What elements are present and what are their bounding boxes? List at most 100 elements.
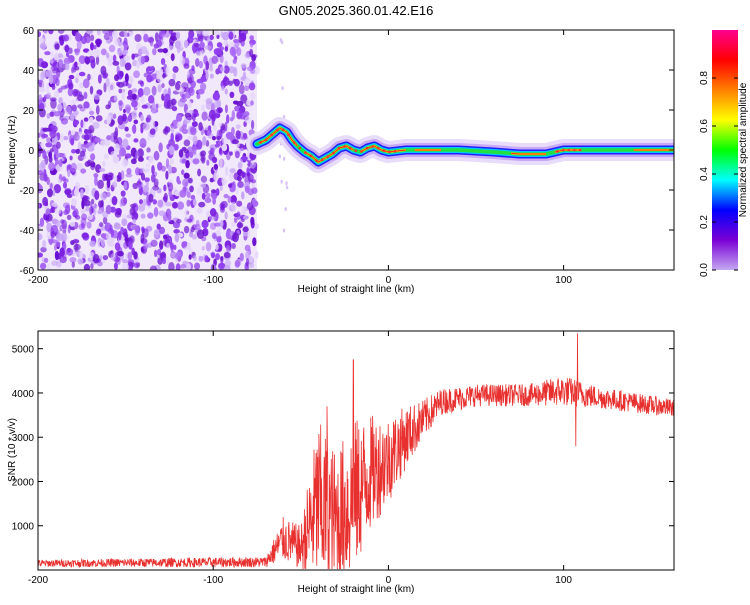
noise-blob	[92, 204, 98, 210]
snr-frame	[37, 330, 675, 571]
signal-core-red	[511, 152, 547, 155]
noise-blob	[108, 227, 113, 234]
noise-blob	[84, 161, 91, 168]
noise-blob	[197, 88, 205, 95]
noise-blob	[244, 116, 251, 124]
noise-blob	[77, 104, 83, 109]
noise-blob	[96, 228, 102, 235]
noise-blob	[230, 201, 237, 212]
noise-blob	[133, 70, 140, 79]
noise-blob	[165, 170, 169, 180]
noise-blob	[232, 58, 237, 64]
noise-blob	[129, 203, 137, 209]
noise-blob	[156, 248, 162, 256]
noise-blob	[62, 242, 67, 250]
noise-blob	[73, 243, 81, 251]
noise-blob	[194, 42, 200, 48]
noise-blob	[64, 204, 71, 215]
noise-blob	[98, 222, 104, 228]
noise-blob	[171, 106, 178, 112]
noise-blob	[106, 178, 111, 189]
noise-blob	[90, 198, 95, 205]
noise-blob	[138, 199, 143, 205]
noise-blob	[38, 169, 44, 176]
noise-blob	[212, 92, 220, 101]
noise-blob	[229, 172, 234, 181]
noise-blob	[117, 50, 124, 56]
noise-blob	[244, 244, 251, 252]
noise-blob	[169, 242, 175, 250]
noise-blob	[140, 55, 146, 65]
noise-blob	[147, 135, 151, 142]
noise-blob	[190, 126, 197, 136]
noise-blob	[213, 124, 218, 132]
noise-blob	[209, 73, 214, 79]
noise-blob	[45, 208, 51, 217]
noise-blob	[71, 104, 77, 112]
noise-blob	[38, 225, 42, 230]
noise-blob	[143, 243, 148, 251]
noise-blob	[46, 92, 51, 98]
noise-blob	[211, 55, 218, 65]
noise-blob	[158, 210, 166, 217]
signal-peak-dot	[326, 155, 330, 158]
noise-blob	[187, 135, 194, 140]
noise-blob	[53, 111, 61, 117]
noise-blob	[69, 222, 76, 227]
noise-blob	[72, 239, 80, 244]
noise-blob	[74, 31, 81, 42]
noise-blob	[200, 175, 208, 183]
noise-blob	[106, 135, 112, 141]
noise-blob	[38, 132, 41, 138]
noise-blob	[188, 233, 193, 238]
signal-peak-dot	[371, 145, 374, 148]
noise-blob	[196, 46, 202, 52]
noise-blob	[116, 65, 120, 74]
noise-blob	[90, 263, 94, 270]
noise-blob	[57, 179, 61, 184]
signal-peak-dot	[315, 159, 318, 162]
noise-blob	[249, 167, 256, 172]
signal-peak-dot	[382, 149, 386, 152]
snr-x-label: Height of straight line (km)	[298, 584, 415, 595]
noise-blob	[83, 263, 91, 270]
noise-blob	[246, 172, 251, 177]
noise-blob	[142, 30, 147, 35]
snr-y-label: SNR (10 * v/v)	[7, 418, 18, 482]
noise-blob	[68, 47, 73, 55]
noise-blob	[188, 68, 196, 75]
noise-blob	[43, 168, 47, 178]
noise-blob	[162, 195, 167, 202]
noise-blob	[76, 162, 84, 171]
noise-blob	[38, 202, 41, 209]
noise-blob	[143, 33, 149, 43]
noise-blob	[86, 221, 92, 229]
noise-blob	[115, 207, 122, 213]
noise-blob	[139, 167, 145, 174]
signal-peak-dot	[292, 141, 296, 144]
noise-blob	[51, 202, 58, 208]
noise-blob	[46, 177, 50, 185]
noise-blob	[60, 117, 69, 125]
signal-peak-dot	[578, 148, 582, 152]
noise-blob	[137, 156, 144, 162]
noise-blob	[192, 146, 197, 155]
noise-blob	[219, 158, 223, 169]
noise-blob	[67, 87, 74, 97]
noise-blob	[42, 150, 47, 160]
noise-blob	[63, 57, 71, 65]
noise-blob	[45, 83, 50, 93]
noise-blob	[241, 191, 245, 200]
noise-blob	[49, 97, 57, 102]
noise-blob	[179, 56, 185, 66]
noise-blob	[41, 133, 49, 139]
noise-blob	[197, 35, 204, 42]
noise-blob	[133, 138, 139, 143]
noise-blob	[48, 30, 54, 35]
noise-blob	[238, 84, 245, 95]
noise-blob	[102, 255, 109, 261]
noise-blob	[193, 255, 197, 261]
noise-blob	[48, 162, 55, 172]
noise-blob	[81, 213, 88, 221]
